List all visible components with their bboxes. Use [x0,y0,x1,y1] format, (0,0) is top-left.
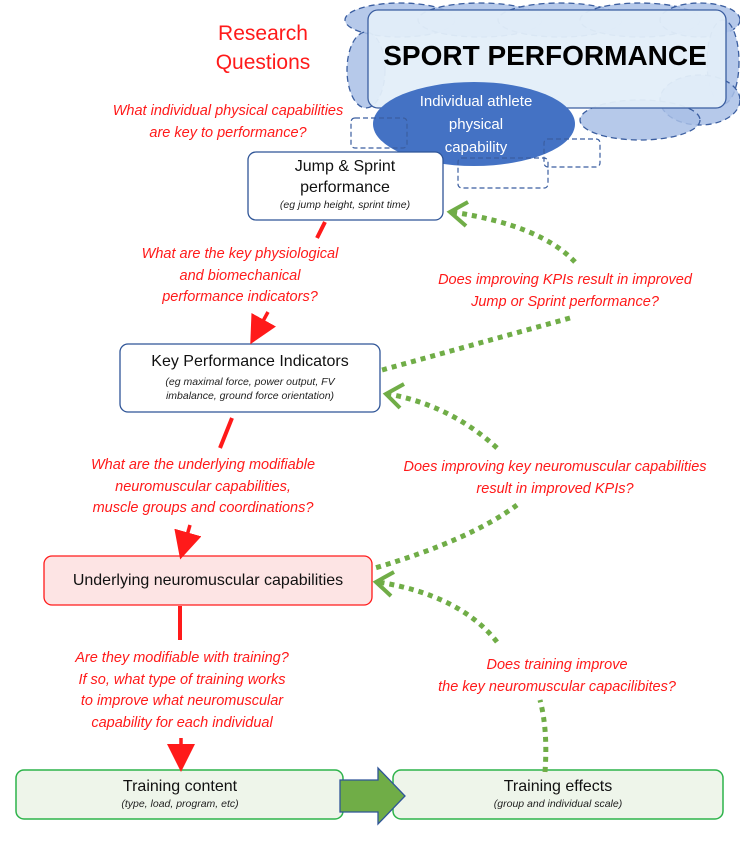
research-questions-title: Research Questions [216,19,311,77]
line: muscle groups and coordinations? [92,500,314,516]
line: performance indicators? [162,289,318,305]
line: to improve what neuromuscular [80,693,284,709]
green-dotted-arrows [372,200,577,773]
line: neuromuscular capabilities, [115,478,291,495]
line: Does improving key neuromuscular capabil… [403,459,707,475]
line: result in improved KPIs? [476,480,634,497]
athlete-ellipse [373,82,575,166]
block-arrow [339,766,406,826]
title: Key Performance Indicators [151,353,349,370]
title: Training effects [503,778,613,795]
line: capability for each individual [91,714,273,731]
line: the key neuromuscular capacilibites? [438,678,676,695]
question-5: Does improving KPIs result in improved Ju… [438,270,692,313]
red-arrows [167,221,327,772]
neuro-box [43,555,373,606]
neuro-box-title: Underlying neuromuscular capabilities [72,572,344,589]
jump-box [247,151,444,221]
subtitle: (eg jump height, sprint time) [279,199,411,211]
line: are key to performance? [149,124,307,141]
athlete-label: Individual athlete physical capability [420,90,533,159]
line: performance [300,179,390,196]
subtitle: (group and individual scale) [493,798,623,810]
line: Are they modifiable with training? [75,650,289,666]
line: Does improving KPIs result in improved [438,272,692,288]
jump-box-text: Jump & Sprint performance (eg jump height,… [280,156,410,212]
line: (eg maximal force, power output, FV [165,376,335,388]
line: If so, what type of training works [78,671,286,688]
line: imbalance, ground force orientation) [165,390,335,402]
sport-performance-label: SPORT PERFORMANCE [383,40,707,71]
question-1: What individual physical capabilities are… [113,101,344,144]
subtitle: (type, load, program, etc) [121,798,239,810]
line: Jump or Sprint performance? [471,293,659,310]
line: Jump & Sprint [294,158,396,175]
title: Training content [122,778,238,795]
line: physical [448,116,504,133]
line: What are the underlying modifiable [90,457,316,473]
line: What individual physical capabilities [112,103,344,119]
line: and biomechanical [179,267,301,284]
effects-box-text: Training effects (group and individual sc… [494,776,622,811]
title-line: Questions [215,51,311,74]
line: capability [444,139,508,156]
line: Individual athlete [419,93,533,110]
kpi-box [119,343,381,413]
kpi-box-text: Key Performance Indicators (eg maximal fo… [151,351,348,403]
dashed-boxes [350,117,601,189]
line: Does training improve [486,657,628,673]
title-line: Research [218,22,308,45]
question-3: What are the underlying modifiable neurom… [91,455,315,520]
question-2: What are the key physiological and biomec… [142,244,339,309]
question-4: Are they modifiable with training? If so,… [75,648,289,734]
line: What are the key physiological [141,246,339,262]
question-6: Does improving key neuromuscular capabil… [403,457,706,500]
content-box-text: Training content (type, load, program, et… [121,776,238,811]
question-7: Does training improve the key neuromuscul… [438,655,676,698]
